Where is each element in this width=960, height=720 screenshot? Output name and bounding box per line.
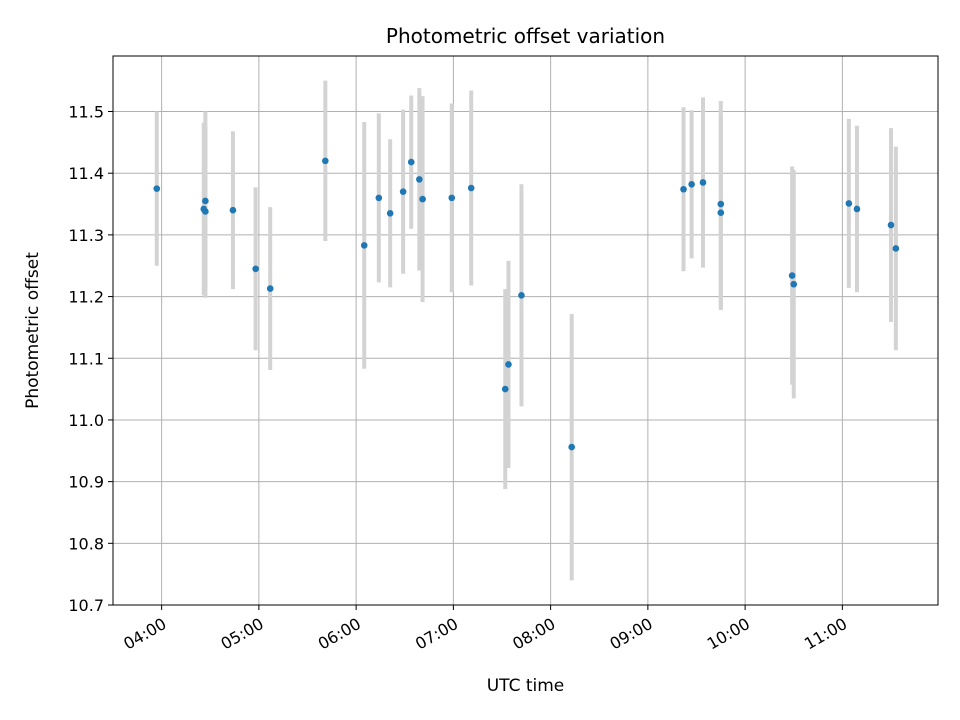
data-point — [688, 181, 695, 188]
x-tick-label: 06:00 — [315, 614, 364, 654]
data-point — [892, 245, 900, 252]
data-point — [419, 195, 426, 203]
data-point — [518, 292, 525, 299]
x-tick-label: 11:00 — [801, 614, 850, 654]
data-point — [568, 443, 575, 451]
data-point — [680, 185, 687, 193]
y-tick-label: 11.1 — [68, 349, 104, 368]
data-point — [360, 242, 368, 249]
data-point — [788, 272, 796, 279]
data-point — [399, 188, 407, 196]
x-tick-label: 04:00 — [120, 614, 169, 654]
data-point — [448, 194, 456, 202]
data-points — [153, 157, 900, 451]
x-axis-label: UTC time — [487, 676, 565, 696]
data-point — [229, 206, 237, 214]
data-point — [853, 205, 861, 213]
data-point — [717, 200, 725, 208]
data-point — [887, 221, 895, 229]
data-point — [790, 280, 798, 288]
data-point — [467, 184, 475, 192]
data-point — [266, 285, 274, 292]
data-point — [501, 385, 509, 393]
y-axis-label: Photometric offset — [23, 252, 43, 409]
data-point — [407, 158, 415, 166]
y-tick-label: 11.5 — [68, 103, 104, 122]
x-tick-label: 10:00 — [704, 614, 753, 654]
data-point — [375, 194, 383, 202]
error-bars — [154, 80, 898, 581]
y-tick-label: 11.2 — [68, 288, 104, 307]
y-tick-label: 11.4 — [68, 164, 104, 183]
y-tick-label: 11.3 — [68, 226, 104, 245]
data-point — [153, 185, 161, 192]
y-tick-label: 11.0 — [68, 411, 104, 430]
y-tick-label: 10.9 — [68, 473, 104, 492]
data-point — [202, 197, 209, 205]
grid — [113, 56, 938, 606]
data-point — [252, 265, 259, 273]
data-point — [699, 179, 707, 186]
y-axis-ticks: 10.7 10.8 10.9 11.0 11.1 11.2 11.3 11.4 11.5 — [68, 103, 113, 615]
x-tick-label: 09:00 — [606, 614, 655, 654]
data-point — [386, 209, 394, 217]
x-tick-label: 07:00 — [412, 614, 461, 654]
chart-title: Photometric offset variation — [386, 24, 665, 48]
y-tick-label: 10.7 — [68, 596, 104, 615]
data-point — [717, 209, 725, 216]
x-tick-label: 08:00 — [509, 614, 558, 654]
data-point — [845, 200, 853, 207]
data-point — [416, 176, 423, 183]
data-point — [202, 208, 209, 215]
x-tick-label: 05:00 — [217, 614, 266, 654]
plot-area-frame — [112, 55, 939, 606]
x-axis-ticks: 04:00 05:00 06:00 07:00 08:00 09:00 10:00 11:00 — [120, 605, 850, 654]
data-point — [322, 157, 329, 165]
y-tick-label: 10.8 — [68, 534, 104, 553]
data-point — [505, 361, 512, 368]
